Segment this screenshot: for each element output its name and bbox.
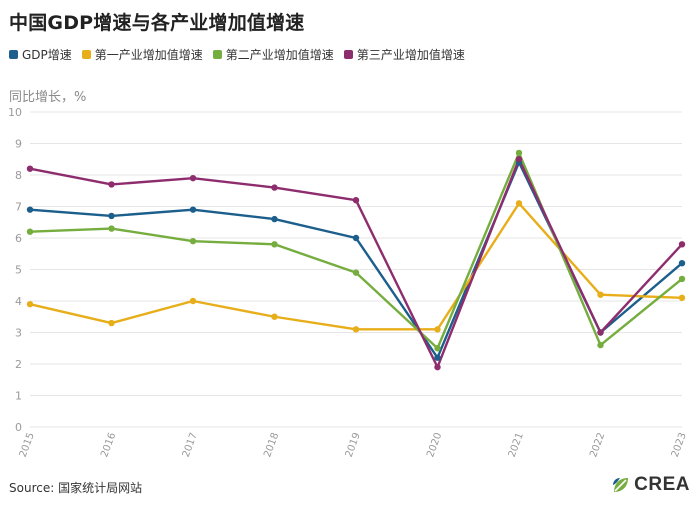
x-tick-label: 2021 xyxy=(507,431,526,459)
data-point-1[interactable] xyxy=(434,326,441,333)
y-tick-label: 3 xyxy=(15,327,22,340)
series-line-3 xyxy=(28,158,684,369)
x-tick-label: 2015 xyxy=(18,431,37,459)
data-point-3[interactable] xyxy=(434,363,441,371)
y-tick-label: 9 xyxy=(15,138,22,151)
data-point-2[interactable] xyxy=(271,241,278,248)
legend-label-secondary: 第二产业增加值增速 xyxy=(225,48,334,62)
data-point-2[interactable] xyxy=(352,269,360,276)
x-tick-label: 2016 xyxy=(99,431,118,459)
data-point-0[interactable] xyxy=(271,215,278,223)
source-note: Source: 国家统计局网站 xyxy=(9,481,143,495)
data-point-3[interactable] xyxy=(678,241,686,248)
y-tick-label: 6 xyxy=(15,232,22,245)
legend-label-tertiary: 第三产业增加值增速 xyxy=(356,48,465,62)
data-point-2[interactable] xyxy=(189,237,197,245)
data-point-0[interactable] xyxy=(678,260,686,267)
y-tick-label: 0 xyxy=(15,421,22,434)
y-tick-label: 5 xyxy=(15,264,22,277)
legend-label-primary: 第一产业增加值增速 xyxy=(94,48,203,62)
data-point-2[interactable] xyxy=(434,345,441,352)
data-point-3[interactable] xyxy=(352,197,360,204)
data-point-1[interactable] xyxy=(108,319,115,327)
crea-leaf-icon xyxy=(613,478,629,492)
data-point-1[interactable] xyxy=(678,294,686,302)
data-point-1[interactable] xyxy=(515,200,523,207)
x-tick-label: 2022 xyxy=(588,431,607,459)
legend: GDP增速 第一产业增加值增速 第二产业增加值增速 第三产业增加值增速 xyxy=(9,46,465,63)
chart-title: 中国GDP增速与各产业增加值增速 xyxy=(9,12,305,34)
y-axis-label: 同比增长，% xyxy=(9,90,87,105)
data-point-0[interactable] xyxy=(434,354,441,361)
data-point-1[interactable] xyxy=(271,313,278,320)
legend-item-tertiary[interactable]: 第三产业增加值增速 xyxy=(343,46,465,63)
data-point-3[interactable] xyxy=(597,329,604,336)
y-tick-label: 8 xyxy=(15,169,22,182)
x-tick-label: 2018 xyxy=(262,431,281,459)
data-point-3[interactable] xyxy=(26,165,34,172)
data-point-2[interactable] xyxy=(515,149,523,157)
data-point-1[interactable] xyxy=(352,326,360,333)
y-tick-label: 1 xyxy=(15,390,22,403)
data-point-2[interactable] xyxy=(108,225,115,232)
data-point-1[interactable] xyxy=(189,297,197,305)
legend-item-secondary[interactable]: 第二产业增加值增速 xyxy=(212,46,334,63)
legend-swatch-secondary xyxy=(212,50,222,59)
data-point-2[interactable] xyxy=(597,341,604,349)
legend-swatch-gdp xyxy=(9,50,18,59)
y-tick-label: 7 xyxy=(15,201,22,214)
data-point-2[interactable] xyxy=(26,228,34,235)
data-point-3[interactable] xyxy=(271,184,278,191)
legend-item-primary[interactable]: 第一产业增加值增速 xyxy=(81,46,203,63)
y-tick-label: 10 xyxy=(8,106,22,119)
x-tick-label: 2023 xyxy=(670,431,689,459)
data-point-0[interactable] xyxy=(189,206,197,213)
data-point-2[interactable] xyxy=(678,275,686,283)
y-tick-label: 4 xyxy=(15,295,22,308)
data-point-0[interactable] xyxy=(352,234,360,242)
crea-logo-text: CREA xyxy=(634,474,690,495)
x-tick-label: 2019 xyxy=(344,431,363,459)
y-tick-label: 2 xyxy=(15,358,22,371)
data-point-1[interactable] xyxy=(26,300,34,308)
x-tick-label: 2017 xyxy=(181,431,200,459)
data-point-0[interactable] xyxy=(26,206,34,213)
data-point-1[interactable] xyxy=(597,291,604,298)
legend-swatch-primary xyxy=(81,50,91,59)
legend-item-gdp[interactable]: GDP增速 xyxy=(9,46,72,63)
data-point-3[interactable] xyxy=(515,156,523,163)
data-point-0[interactable] xyxy=(108,212,115,220)
x-tick-label: 2020 xyxy=(425,431,444,459)
series-line-1 xyxy=(28,202,684,331)
data-point-3[interactable] xyxy=(108,181,115,188)
data-point-3[interactable] xyxy=(189,174,197,182)
crea-logo: CREA xyxy=(612,474,690,496)
legend-label-gdp: GDP增速 xyxy=(22,48,72,62)
legend-swatch-tertiary xyxy=(343,50,353,59)
